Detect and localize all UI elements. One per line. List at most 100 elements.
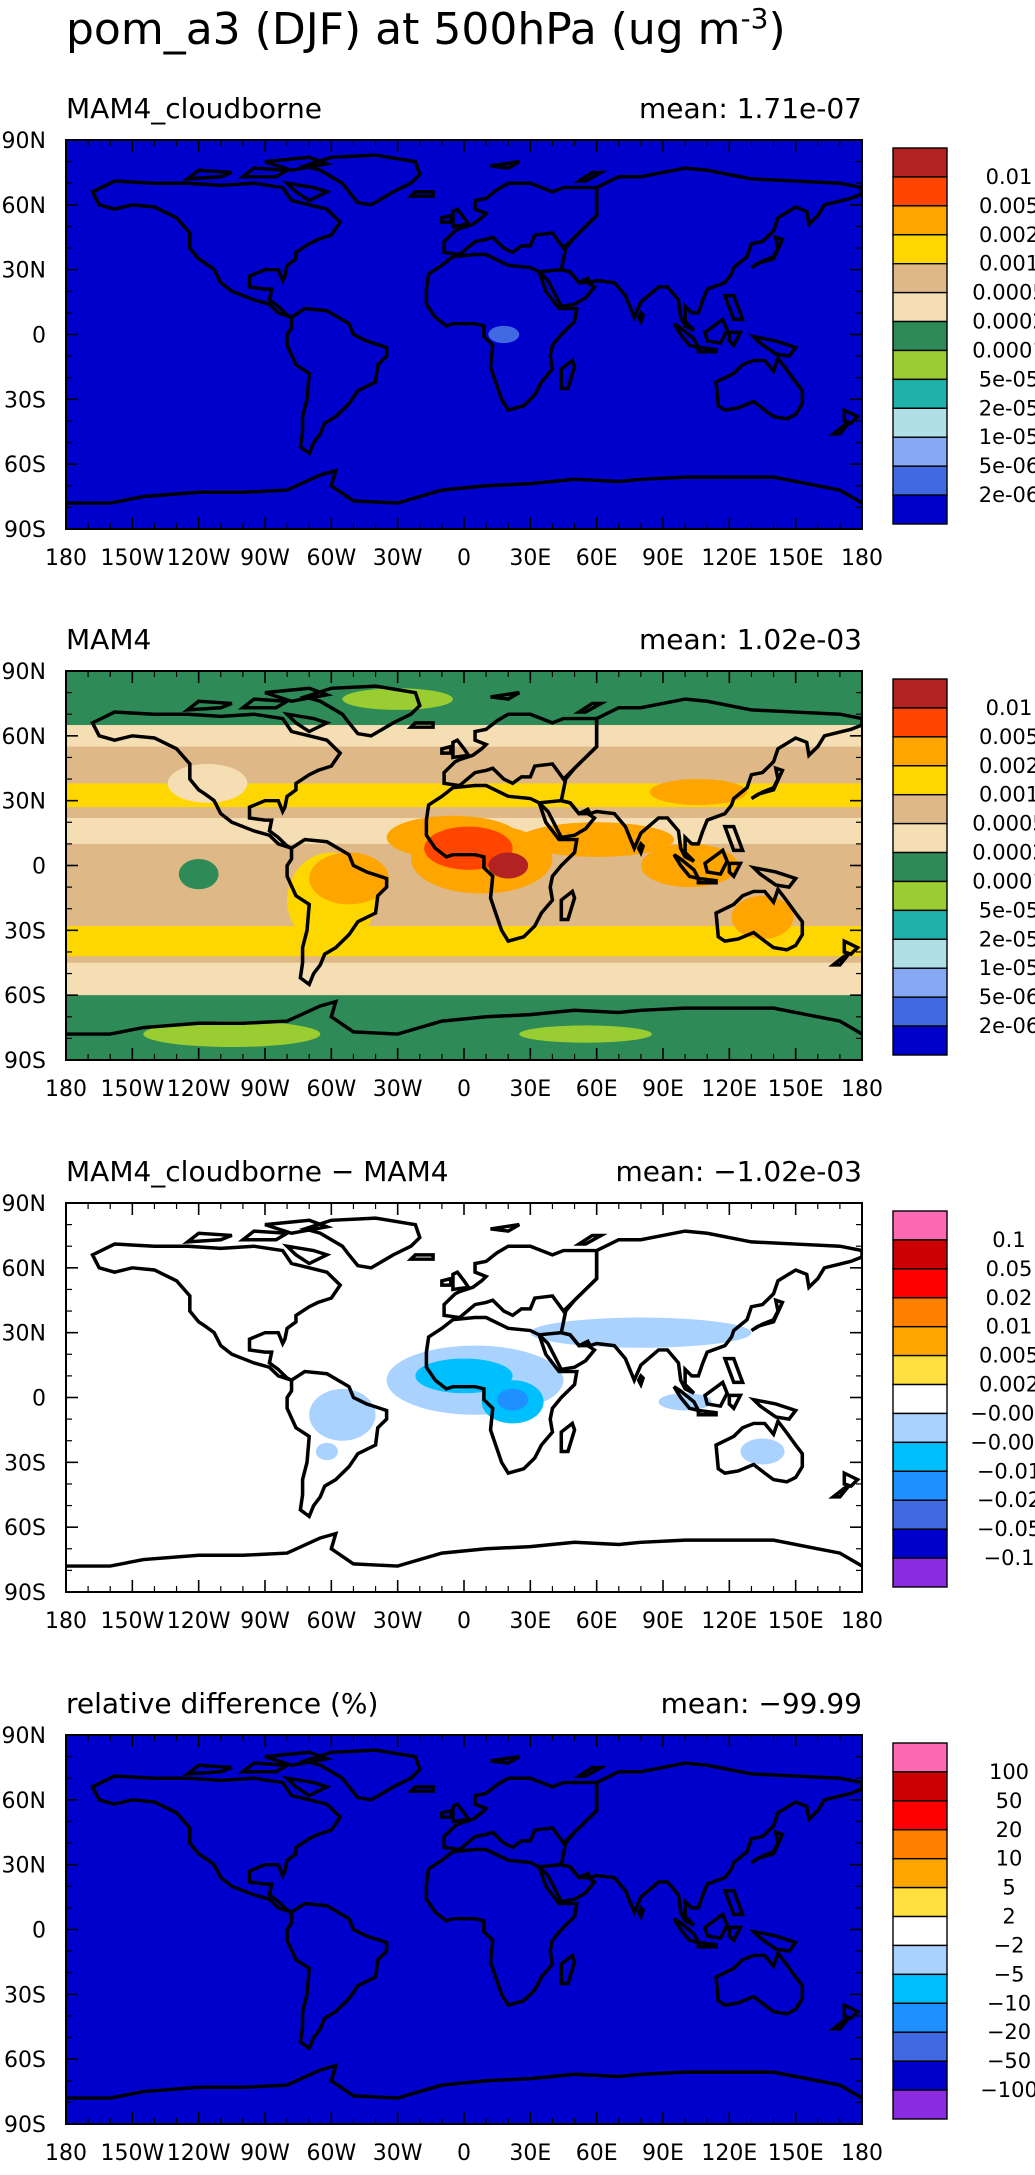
legend-swatch (892, 1239, 948, 1270)
legend-swatch (892, 262, 948, 294)
legend-swatch (892, 1944, 948, 1976)
contour-amazon-orange (309, 852, 389, 905)
x-tick-label: 60W (306, 1609, 356, 1634)
legend-swatch (892, 1470, 948, 1501)
y-tick-label: 60S (4, 453, 46, 478)
x-tick-label: 120W (167, 1609, 231, 1634)
panel-title: MAM4_cloudborne (66, 92, 322, 125)
x-tick-label: 90E (642, 1077, 684, 1102)
legend-label: 0.01 (986, 696, 1033, 720)
legend-swatch (892, 378, 948, 410)
legend-swatch (892, 2031, 948, 2062)
x-tick-label: 90W (240, 1077, 290, 1102)
contour-south-america-south-lightblue (315, 1442, 338, 1461)
legend-label: 0.005 (979, 1344, 1035, 1368)
legend-swatch (892, 436, 948, 467)
panel-mean: mean: 1.71e-07 (639, 92, 862, 125)
contour-south-midlat-band (66, 962, 862, 996)
x-tick-label: 150E (768, 1609, 824, 1634)
legend-swatch (892, 1412, 948, 1444)
contour-greenland-lightgreen (342, 688, 453, 710)
legend-label: 2e-06 (979, 1014, 1035, 1038)
contour-australia-orange (731, 895, 794, 939)
x-tick-label: 60E (576, 1077, 618, 1102)
y-tick-label: 30S (4, 388, 46, 413)
x-tick-label: 150E (768, 2141, 824, 2166)
map-area (66, 140, 862, 529)
legend-swatch (892, 1800, 948, 1831)
legend: 0.1 0.05 0.02 0.01 0.005 0.002 −0.002 −0.005 −0.… (892, 1210, 1035, 1588)
legend-swatch (892, 736, 948, 767)
legend-swatch (892, 765, 948, 796)
y-tick-label: 0 (32, 1387, 46, 1412)
map-area (66, 671, 862, 1060)
y-tick-label: 0 (32, 855, 46, 880)
x-tick-label: 30W (373, 2141, 423, 2166)
legend-label: 0.0001 (972, 869, 1035, 893)
y-tick-label: 90N (2, 660, 46, 685)
legend-label: 5 (1002, 1876, 1015, 1900)
x-tick-label: 30W (373, 1609, 423, 1634)
legend-label: −10 (987, 1991, 1031, 2015)
legend-label: −2 (994, 1933, 1025, 1957)
x-tick-label: 90W (240, 546, 290, 571)
contour-south-america-lightblue (309, 1388, 376, 1441)
legend-label: −5 (994, 1962, 1025, 1986)
x-tick-label: 90E (642, 1609, 684, 1634)
legend-swatch (892, 880, 948, 912)
legend-swatch (892, 1857, 948, 1889)
x-tick-label: 30E (509, 2141, 551, 2166)
y-tick-label: 30S (4, 1983, 46, 2008)
legend-swatch (892, 176, 948, 207)
legend-swatch (892, 938, 948, 969)
legend-label: 0.0002 (972, 310, 1035, 334)
panel-1: MAM4_cloudborne mean: 1.71e-07 90N 60N 30N 0 3… (2, 92, 1035, 571)
y-tick-label: 30S (4, 1451, 46, 1476)
legend-swatch (892, 1557, 948, 1588)
legend-label: 0.1 (992, 1228, 1025, 1252)
x-tick-label: 180 (841, 2141, 883, 2166)
legend-swatch (892, 793, 948, 825)
x-tick-label: 150E (768, 1077, 824, 1102)
legend-swatch (892, 996, 948, 1027)
panel-mean: mean: −1.02e-03 (615, 1155, 862, 1188)
x-tick-label: 90E (642, 2141, 684, 2166)
legend-label: −0.02 (977, 1488, 1035, 1512)
legend-label: 0.01 (986, 165, 1033, 189)
y-tick-label: 30N (2, 790, 46, 815)
map-background (66, 1735, 862, 2124)
x-tick-label: 180 (45, 1077, 87, 1102)
x-tick-label: 180 (45, 2141, 87, 2166)
legend-swatch (892, 1441, 948, 1473)
legend-swatch (892, 407, 948, 438)
legend-label: −0.01 (977, 1459, 1035, 1483)
x-tick-label: 120W (167, 2141, 231, 2166)
legend-swatch (892, 2060, 948, 2091)
x-tick-label: 60W (306, 1077, 356, 1102)
y-tick-label: 90N (2, 129, 46, 154)
legend-label: 1e-05 (979, 956, 1035, 980)
x-tick-label: 0 (457, 1077, 471, 1102)
contour-china-orange (649, 779, 748, 805)
map-area (66, 1735, 862, 2124)
contour-west-us-pale (167, 763, 248, 803)
x-tick-label: 30E (509, 546, 551, 571)
contour-congo-darkred (488, 852, 529, 879)
panel-title: relative difference (%) (66, 1687, 378, 1720)
legend-swatch (892, 1210, 948, 1241)
x-tick-label: 90E (642, 546, 684, 571)
x-tick-label: 60W (306, 546, 356, 571)
y-tick-label: 90S (4, 518, 46, 543)
legend-label: 10 (996, 1847, 1023, 1871)
contour-congo-blue (497, 1388, 529, 1411)
legend-label: 0.002 (979, 754, 1035, 778)
legend-swatch (892, 851, 948, 883)
x-tick-label: 0 (457, 2141, 471, 2166)
x-tick-label: 180 (841, 1609, 883, 1634)
legend-label: 1e-05 (979, 425, 1035, 449)
legend-swatch (892, 1297, 948, 1328)
map-area (66, 1203, 862, 1592)
legend-label: −0.05 (977, 1517, 1035, 1541)
